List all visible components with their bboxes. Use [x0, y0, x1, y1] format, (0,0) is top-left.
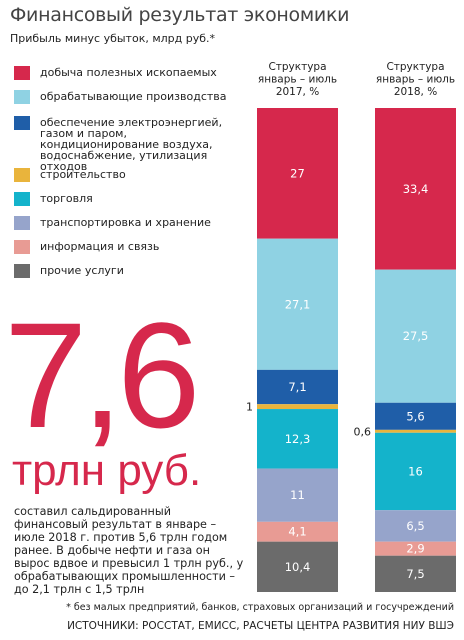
- column-header: 2018, %: [394, 86, 437, 98]
- bar-segment: [257, 409, 338, 469]
- legend-swatch: [14, 66, 30, 80]
- chart-title: Финансовый результат экономики: [10, 4, 350, 26]
- legend-label: торговля: [40, 192, 93, 205]
- data-label: 4,1: [288, 525, 306, 539]
- big-number: 7,6: [4, 291, 201, 459]
- column-header: 2017, %: [276, 86, 319, 98]
- bar-segment: [375, 402, 456, 430]
- column-header: январь – июль: [376, 74, 455, 86]
- legend-swatch: [14, 240, 30, 254]
- data-label: 2,9: [406, 542, 424, 556]
- big-unit: трлн руб.: [12, 446, 202, 495]
- bar-segment: [375, 555, 456, 592]
- bar-segment: [257, 404, 338, 410]
- bar-segment: [257, 468, 338, 522]
- bar-segment: [257, 108, 338, 239]
- data-label: 16: [408, 464, 423, 478]
- data-label: 7,5: [406, 567, 424, 581]
- column-header: январь – июль: [258, 74, 337, 86]
- source: ИСТОЧНИКИ: РОССТАТ, ЕМИСС, РАСЧЕТЫ ЦЕНТР…: [67, 620, 454, 632]
- data-label: 27,1: [285, 297, 311, 311]
- data-label: 1: [246, 401, 253, 414]
- legend-swatch: [14, 90, 30, 104]
- legend-label: добыча полезных ископаемых: [40, 66, 217, 79]
- bar-segment: [257, 238, 338, 370]
- bar-segment: [257, 541, 338, 592]
- bar-segment: [257, 521, 338, 542]
- data-label: 11: [290, 488, 305, 502]
- bar-segment: [375, 108, 456, 270]
- data-label: 7,1: [288, 380, 306, 394]
- legend-swatch: [14, 192, 30, 206]
- bar-segment: [375, 541, 456, 556]
- legend-label: транспортировка и хранение: [40, 216, 211, 229]
- legend-label: строительство: [40, 168, 126, 181]
- description: составил сальдированный финансовый резул…: [14, 505, 244, 596]
- data-label: 12,3: [285, 432, 311, 446]
- data-label: 27: [290, 166, 305, 180]
- data-label: 0,6: [354, 425, 372, 438]
- legend-label: прочие услуги: [40, 264, 124, 277]
- data-label: 5,6: [406, 409, 424, 423]
- legend-label: обеспечение электроэнергией, газом и пар…: [40, 116, 223, 173]
- bar-segment: [375, 269, 456, 403]
- chart-subtitle: Прибыль минус убыток, млрд руб.*: [10, 32, 216, 45]
- legend-label: обрабатывающие производства: [40, 90, 227, 103]
- data-label: 27,5: [403, 329, 429, 343]
- footnote: * без малых предприятий, банков, страхов…: [66, 602, 454, 613]
- legend-label: информация и связь: [40, 240, 160, 253]
- bar-segment: [375, 510, 456, 542]
- column-header: Структура: [386, 61, 444, 73]
- legend-swatch: [14, 216, 30, 230]
- data-label: 33,4: [403, 182, 429, 196]
- data-label: 6,5: [406, 519, 424, 533]
- column-header: Структура: [268, 61, 326, 73]
- bar-segment: [257, 369, 338, 405]
- legend-swatch: [14, 264, 30, 278]
- legend-swatch: [14, 168, 30, 182]
- bar-segment: [375, 432, 456, 511]
- legend-swatch: [14, 116, 30, 130]
- bar-segment: [375, 429, 456, 433]
- data-label: 10,4: [285, 560, 311, 574]
